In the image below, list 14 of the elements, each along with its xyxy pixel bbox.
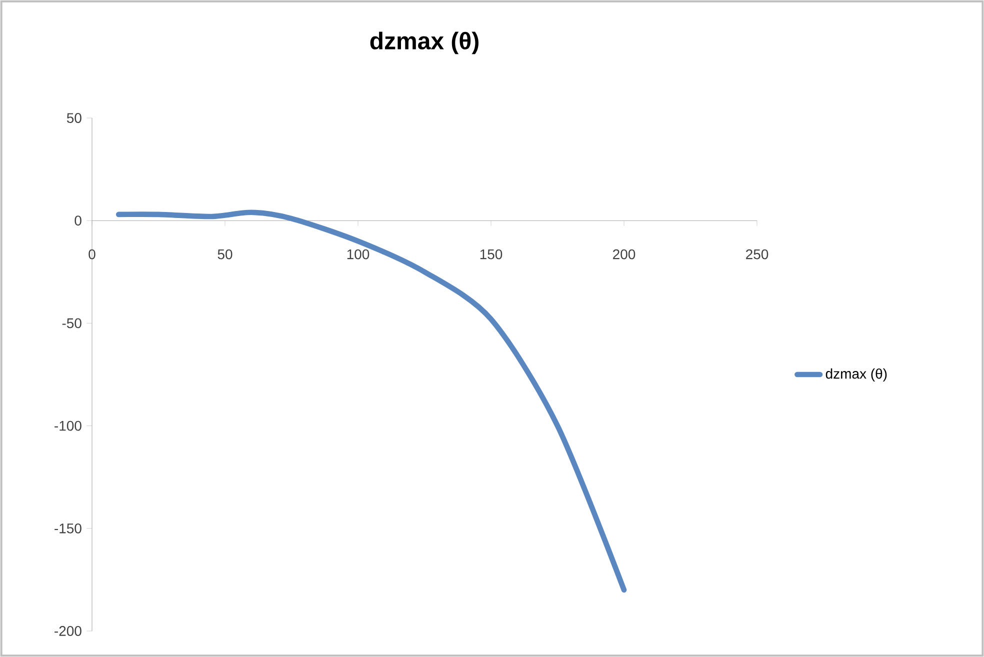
y-tick-label: -100: [54, 420, 82, 431]
x-tick-label: 100: [347, 249, 370, 260]
y-tick-label: 0: [74, 216, 82, 226]
chart-title: dzmax (θ): [370, 32, 478, 54]
legend-label: dzmax (θ): [826, 368, 887, 382]
y-tick-label: -50: [62, 318, 82, 328]
x-tick-label: 200: [613, 249, 636, 260]
x-tick-label: 150: [480, 249, 502, 260]
x-tick-label: 0: [88, 249, 96, 260]
x-tick-label: 50: [218, 249, 232, 260]
x-tick-label: 250: [746, 249, 768, 260]
y-tick-label: -150: [54, 523, 82, 534]
y-tick-label: 50: [66, 113, 82, 123]
y-tick-label: -200: [54, 626, 82, 636]
